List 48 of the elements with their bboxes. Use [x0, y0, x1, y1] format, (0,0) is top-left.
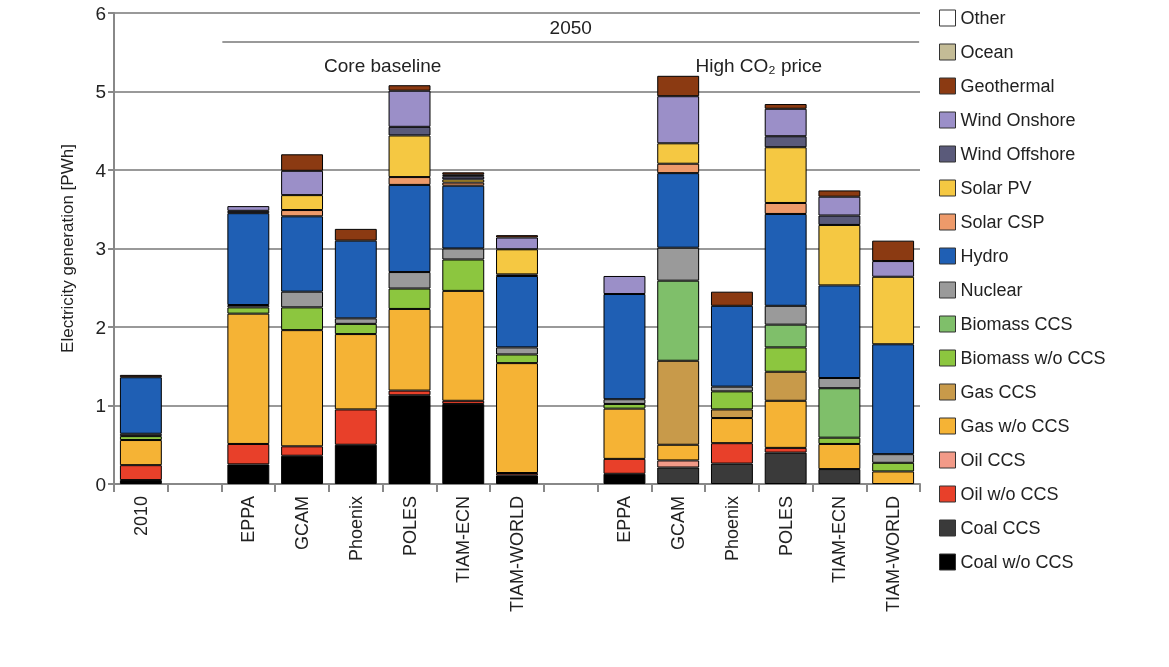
y-tick-label: 2 [95, 316, 106, 338]
bar [119, 377, 162, 434]
x-tick-label: TIAM-ECN [453, 496, 474, 583]
x-tick-label: EPPA [238, 496, 259, 543]
x-tick-label: TIAM-WORLD [507, 496, 527, 612]
x-tick-label: POLES [399, 496, 420, 557]
annotation: 2050 [549, 16, 592, 38]
legend-label: Coal CCS [960, 518, 1041, 538]
legend-label: Gas CCS [960, 382, 1037, 402]
legend-label: Geothermal [960, 76, 1055, 96]
x-tick-label: EPPA [614, 496, 635, 543]
legend-label: Biomass CCS [960, 314, 1073, 334]
y-tick-label: 4 [95, 159, 107, 181]
bar [227, 206, 270, 211]
legend-label: Nuclear [960, 280, 1023, 300]
legend-label: Wind Offshore [960, 144, 1076, 164]
x-tick-label: TIAM-ECN [829, 496, 850, 583]
y-tick-label: 6 [95, 2, 106, 24]
legend-label: Wind Onshore [960, 110, 1076, 130]
annotation: Core baseline [324, 54, 442, 76]
legend-label: Oil w/o CCS [960, 484, 1059, 504]
y-axis-title: Electricity generation [PWh] [58, 144, 77, 353]
y-tick-label: 1 [95, 395, 106, 416]
x-tick-label: TIAM-WORLD [883, 496, 904, 612]
legend-label: Hydro [960, 246, 1009, 266]
legend-label: Solar CSP [960, 212, 1045, 232]
y-tick-label: 0 [95, 473, 106, 495]
legend-label: Other [960, 8, 1006, 28]
y-tick-label: 5 [95, 81, 106, 102]
x-tick-label: GCAM [292, 496, 313, 550]
bar [227, 213, 270, 306]
legend-label: Coal w/o CCS [960, 552, 1074, 572]
bar [764, 452, 807, 484]
y-tick-label: 3 [95, 238, 106, 259]
x-tick-label: POLES [775, 496, 796, 557]
annotation: High CO₂ price [695, 54, 823, 76]
legend-label: Ocean [960, 42, 1014, 62]
x-tick-label: Phoenix [345, 496, 366, 562]
bar [442, 403, 485, 484]
x-tick-label: 2010 [130, 496, 151, 537]
legend-label: Biomass w/o CCS [960, 348, 1106, 368]
x-tick-label: Phoenix [721, 496, 742, 562]
legend-label: Gas w/o CCS [960, 416, 1070, 436]
bar [388, 395, 431, 484]
legend-label: Solar PV [960, 178, 1032, 198]
x-tick-label: GCAM [668, 496, 689, 550]
bar [496, 475, 538, 484]
legend-label: Oil CCS [960, 450, 1026, 470]
